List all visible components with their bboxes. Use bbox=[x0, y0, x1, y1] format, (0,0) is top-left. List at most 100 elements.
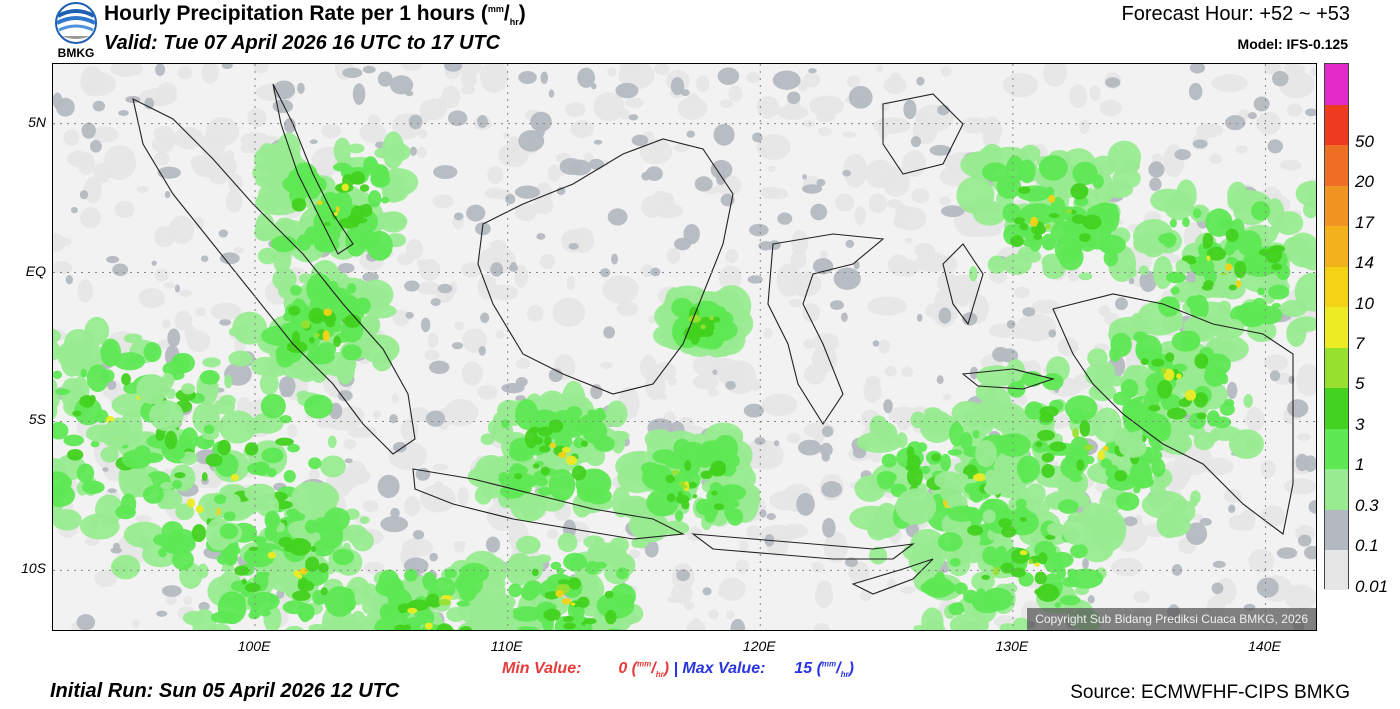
precip-cell bbox=[205, 501, 218, 520]
precip-cell bbox=[392, 309, 410, 327]
precip-cell bbox=[1289, 64, 1306, 76]
precip-cell bbox=[653, 190, 669, 203]
precip-cell bbox=[886, 198, 903, 209]
precip-cell bbox=[675, 305, 686, 317]
precip-cell bbox=[1058, 499, 1079, 514]
precip-cell bbox=[341, 468, 371, 485]
precip-cell bbox=[53, 370, 63, 380]
precip-cell bbox=[571, 465, 587, 481]
legend-swatch bbox=[1325, 468, 1348, 510]
precip-cell bbox=[1148, 404, 1161, 412]
precip-cell bbox=[1245, 407, 1265, 432]
precip-cell bbox=[244, 442, 259, 456]
precip-cell bbox=[673, 438, 691, 458]
precip-cell bbox=[670, 77, 685, 96]
precip-cell bbox=[1049, 441, 1067, 452]
precip-cell bbox=[939, 196, 951, 206]
precip-cell bbox=[929, 144, 952, 156]
precip-cell bbox=[362, 500, 379, 513]
precip-cell bbox=[514, 185, 541, 199]
min-value: 0 bbox=[618, 660, 628, 678]
precip-cell bbox=[640, 264, 654, 278]
precip-cell bbox=[155, 64, 166, 76]
precip-cell bbox=[524, 428, 538, 449]
precip-cell bbox=[418, 129, 428, 139]
precip-cell bbox=[380, 516, 409, 533]
precip-cell bbox=[1033, 233, 1043, 241]
precip-cell bbox=[1166, 271, 1186, 284]
precip-cell bbox=[1012, 617, 1030, 630]
precip-cell bbox=[902, 150, 927, 178]
precip-cell bbox=[968, 266, 978, 282]
precip-cell bbox=[1105, 77, 1121, 88]
precip-cell bbox=[153, 152, 170, 166]
precip-cell bbox=[639, 355, 657, 380]
precip-cell bbox=[1224, 115, 1246, 131]
precip-cell bbox=[1268, 284, 1290, 300]
precip-cell bbox=[420, 317, 431, 333]
precip-cell bbox=[1286, 103, 1303, 117]
precip-cell bbox=[416, 281, 441, 295]
precip-cell bbox=[937, 104, 950, 116]
precip-cell bbox=[982, 509, 996, 524]
precip-cell bbox=[79, 190, 89, 200]
precip-cell bbox=[218, 229, 228, 238]
precip-cell bbox=[1234, 260, 1247, 279]
precip-cell bbox=[1035, 441, 1043, 448]
precip-cell bbox=[323, 507, 350, 532]
precip-cell bbox=[600, 268, 611, 278]
precip-cell bbox=[834, 193, 855, 212]
precip-cell bbox=[85, 424, 115, 443]
coast-papua bbox=[1052, 293, 1294, 535]
precip-cell bbox=[250, 534, 259, 542]
precip-cell bbox=[379, 211, 408, 233]
precip-cell bbox=[259, 143, 275, 158]
precip-cell bbox=[810, 203, 828, 221]
precip-cell bbox=[713, 503, 725, 511]
precip-cell bbox=[377, 474, 400, 499]
precip-cell bbox=[561, 598, 572, 605]
legend-swatch bbox=[1325, 144, 1348, 186]
precip-cell bbox=[565, 455, 578, 466]
precip-cell bbox=[1093, 522, 1109, 533]
precip-cell bbox=[323, 308, 332, 316]
precip-cell bbox=[172, 549, 194, 571]
precip-cell bbox=[777, 212, 793, 225]
precip-cell bbox=[1251, 201, 1271, 221]
precip-cell bbox=[405, 311, 414, 319]
precip-cell bbox=[406, 238, 423, 261]
precip-cell bbox=[565, 102, 586, 118]
precip-cell bbox=[514, 264, 529, 289]
precip-cell bbox=[821, 452, 830, 462]
precip-legend-bar bbox=[1324, 63, 1349, 591]
precip-cell bbox=[106, 255, 120, 264]
precip-cell bbox=[337, 390, 353, 402]
precip-cell bbox=[1256, 577, 1279, 598]
precip-cell bbox=[1308, 500, 1316, 514]
precip-cell bbox=[616, 567, 629, 580]
precip-cell bbox=[743, 403, 764, 418]
precip-cell bbox=[337, 263, 355, 274]
precip-cell bbox=[910, 411, 927, 429]
precip-cell bbox=[202, 357, 221, 368]
precip-cell bbox=[404, 496, 421, 517]
precip-cell bbox=[67, 448, 84, 461]
precip-cell bbox=[461, 262, 482, 278]
precip-cell bbox=[1097, 450, 1106, 461]
precip-cell bbox=[434, 480, 444, 491]
precip-cell bbox=[796, 492, 815, 516]
precip-cell bbox=[1010, 235, 1024, 248]
precip-cell bbox=[1181, 255, 1196, 262]
precip-cell bbox=[425, 410, 446, 427]
precip-cell bbox=[889, 72, 902, 87]
precip-cell bbox=[548, 419, 564, 433]
precip-cell bbox=[280, 389, 293, 398]
precip-cell bbox=[536, 233, 546, 240]
precip-cell bbox=[247, 462, 269, 476]
legend-swatch bbox=[1325, 428, 1348, 470]
precip-cell bbox=[367, 114, 380, 126]
precip-cell bbox=[165, 388, 176, 400]
precip-cell bbox=[713, 330, 725, 341]
precip-cell bbox=[718, 577, 746, 601]
precip-cell bbox=[735, 559, 750, 574]
